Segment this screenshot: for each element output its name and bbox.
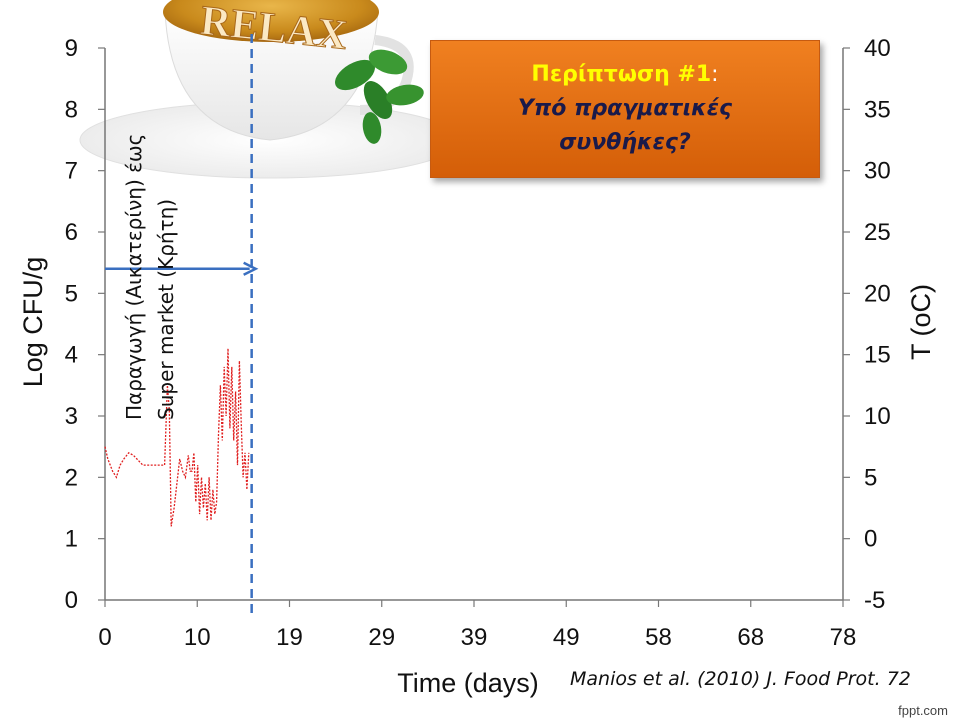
x-tick-label: 0 [98,624,111,651]
x-tick-label: 68 [737,624,764,651]
callout-subtitle-line1: Υπό πραγματικές [517,96,733,121]
y-right-tick-label: 0 [864,526,877,553]
y-left-tick-label: 4 [65,342,78,369]
x-tick-label: 19 [276,624,303,651]
production-label-line2: Super market (Κρήτη) [154,198,178,420]
y-right-tick-label: 35 [864,96,891,123]
y-axis-right-title: T (oC) [906,284,936,360]
y-right-tick-label: 15 [864,342,891,369]
chart-markers [105,34,259,618]
x-tick-label: 29 [368,624,395,651]
production-label-line1: Παραγωγή (Αικατερίνη) έως [122,133,146,420]
y-right-tick-label: 10 [864,403,891,430]
y-right-tick-label: 5 [864,464,877,491]
y-axis-left-title: Log CFU/g [18,257,48,388]
y-left-tick-label: 0 [65,587,78,614]
case-callout-box: Περίπτωση #1: Υπό πραγματικές συνθήκες? [430,40,820,178]
callout-colon: : [711,62,719,87]
x-axis-title: Time (days) [397,668,539,698]
y-left-tick-label: 3 [65,403,78,430]
x-tick-label: 78 [830,624,857,651]
y-left-tick-label: 2 [65,464,78,491]
x-tick-label: 58 [645,624,672,651]
chart-series [104,348,250,527]
citation-text: Manios et al. (2010) J. Food Prot. 72 [570,668,911,690]
callout-title: Περίπτωση #1 [531,62,712,87]
transport-arrow-head [243,261,259,276]
logo-relax: RELAX [198,0,349,59]
mint-leaves-decoration [335,49,424,144]
callout-subtitle-line2: συνθήκες? [559,130,691,155]
callout-title-line: Περίπτωση #1: [531,58,718,92]
y-left-tick-label: 5 [65,280,78,307]
y-left-tick-label: 7 [65,158,78,185]
y-left-tick-label: 6 [65,219,78,246]
y-right-tick-label: 40 [864,35,891,62]
y-right-tick-label: 30 [864,158,891,185]
y-left-tick-label: 9 [65,35,78,62]
y-right-tick-label: -5 [864,587,885,614]
x-tick-label: 39 [461,624,488,651]
y-left-tick-label: 1 [65,526,78,553]
y-left-tick-label: 8 [65,96,78,123]
temperature-series-line [104,348,250,527]
footer-brand: fppt.com [898,703,948,718]
y-right-tick-label: 20 [864,280,891,307]
y-right-tick-label: 25 [864,219,891,246]
production-to-market-label: Παραγωγή (Αικατερίνη) έως Super market (… [118,134,182,420]
x-tick-label: 49 [553,624,580,651]
x-tick-label: 10 [184,624,211,651]
